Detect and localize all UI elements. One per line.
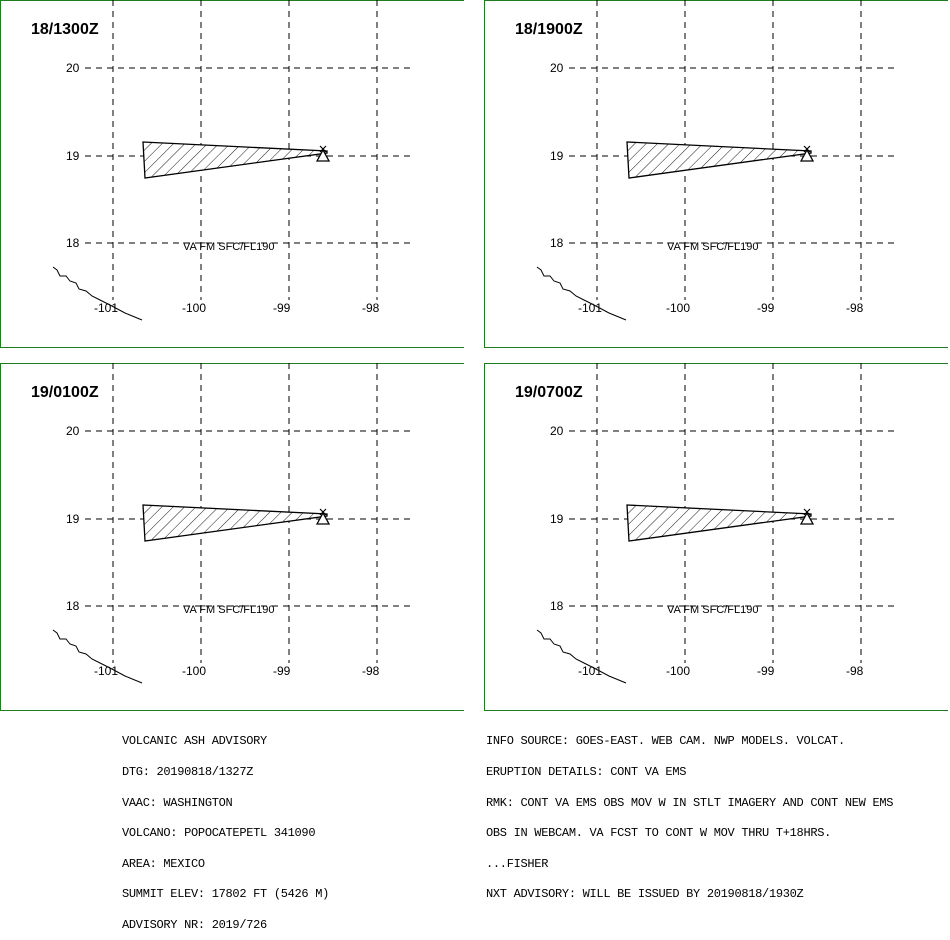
ash-map: 18/1300Z 20 19 18 -101 -100 -99 -98 VA F… — [0, 0, 464, 348]
ash-layer-label: VA FM SFC/FL190 — [667, 241, 759, 253]
lon-tick: -101 — [94, 301, 118, 315]
advisory-line: ERUPTION DETAILS: CONT VA EMS — [486, 765, 687, 779]
lat-tick: 20 — [550, 61, 564, 75]
lat-tick: 20 — [550, 424, 564, 438]
forecast-panel-2: 19/0100Z 20 19 18 -101 -100 -99 -98 VA F… — [0, 363, 464, 711]
lat-tick: 20 — [66, 424, 80, 438]
lon-tick: -100 — [666, 301, 690, 315]
lat-tick: 19 — [66, 512, 80, 526]
volcano-triangle-icon — [799, 508, 815, 525]
lat-tick: 18 — [550, 599, 564, 613]
volcano-triangle-icon — [799, 145, 815, 162]
lon-tick: -101 — [578, 301, 602, 315]
lon-tick: -98 — [846, 664, 864, 678]
lat-tick: 19 — [550, 149, 564, 163]
lat-tick: 19 — [66, 149, 80, 163]
advisory-line: AREA: MEXICO — [122, 856, 205, 871]
ash-layer-label: VA FM SFC/FL190 — [183, 604, 275, 616]
advisory-line: SUMMIT ELEV: 17802 FT (5426 M) — [122, 887, 330, 902]
lon-tick: -100 — [666, 664, 690, 678]
lon-tick: -98 — [362, 301, 380, 315]
volcano-triangle-icon — [315, 508, 331, 525]
advisory-line: VOLCANO: POPOCATEPETL 341090 — [122, 826, 316, 841]
forecast-panel-3: 19/0700Z 20 19 18 -101 -100 -99 -98 VA F… — [484, 363, 948, 711]
forecast-panel-1: 18/1900Z 20 19 18 -101 -100 -99 -98 VA F… — [484, 0, 948, 348]
lat-tick: 19 — [550, 512, 564, 526]
valid-time-label: 18/1300Z — [31, 21, 99, 38]
volcano-triangle-icon — [315, 145, 331, 162]
lon-tick: -99 — [757, 301, 775, 315]
lon-tick: -101 — [578, 664, 602, 678]
lat-tick: 18 — [66, 599, 80, 613]
lon-tick: -100 — [182, 664, 206, 678]
lat-tick: 20 — [66, 61, 80, 75]
valid-time-label: 19/0700Z — [515, 384, 583, 401]
lat-tick: 18 — [66, 236, 80, 250]
forecast-panel-0: 18/1300Z 20 19 18 -101 -100 -99 -98 VA F… — [0, 0, 464, 348]
lon-tick: -99 — [273, 664, 291, 678]
lat-tick: 18 — [550, 236, 564, 250]
ash-map: 19/0100Z 20 19 18 -101 -100 -99 -98 VA F… — [0, 363, 464, 711]
lon-tick: -100 — [182, 301, 206, 315]
advisory-line: NXT ADVISORY: WILL BE ISSUED BY 20190818… — [486, 887, 804, 902]
advisory-line: OBS IN WEBCAM. VA FCST TO CONT W MOV THR… — [486, 826, 832, 841]
advisory-line: VAAC: WASHINGTON — [122, 795, 233, 810]
advisory-line: INFO SOURCE: GOES-EAST. WEB CAM. NWP MOD… — [486, 734, 845, 749]
advisory-header-text: VOLCANIC ASH ADVISORY DTG: 20190818/1327… — [122, 716, 329, 940]
advisory-line: ...FISHER — [486, 856, 549, 871]
lon-tick: -99 — [273, 301, 291, 315]
advisory-line: VOLCANIC ASH ADVISORY — [122, 734, 267, 749]
ash-layer-label: VA FM SFC/FL190 — [183, 241, 275, 253]
advisory-line: DTG: 20190818/1327Z — [122, 765, 254, 779]
valid-time-label: 18/1900Z — [515, 21, 583, 38]
ash-map: 18/1900Z 20 19 18 -101 -100 -99 -98 VA F… — [484, 0, 948, 348]
lon-tick: -98 — [362, 664, 380, 678]
ash-layer-label: VA FM SFC/FL190 — [667, 604, 759, 616]
advisory-line: ADVISORY NR: 2019/726 — [122, 917, 267, 932]
valid-time-label: 19/0100Z — [31, 384, 99, 401]
ash-map: 19/0700Z 20 19 18 -101 -100 -99 -98 VA F… — [484, 363, 948, 711]
lon-tick: -101 — [94, 664, 118, 678]
advisory-line: RMK: CONT VA EMS OBS MOV W IN STLT IMAGE… — [486, 795, 894, 810]
advisory-remarks-text: INFO SOURCE: GOES-EAST. WEB CAM. NWP MOD… — [486, 716, 893, 910]
lon-tick: -99 — [757, 664, 775, 678]
lon-tick: -98 — [846, 301, 864, 315]
